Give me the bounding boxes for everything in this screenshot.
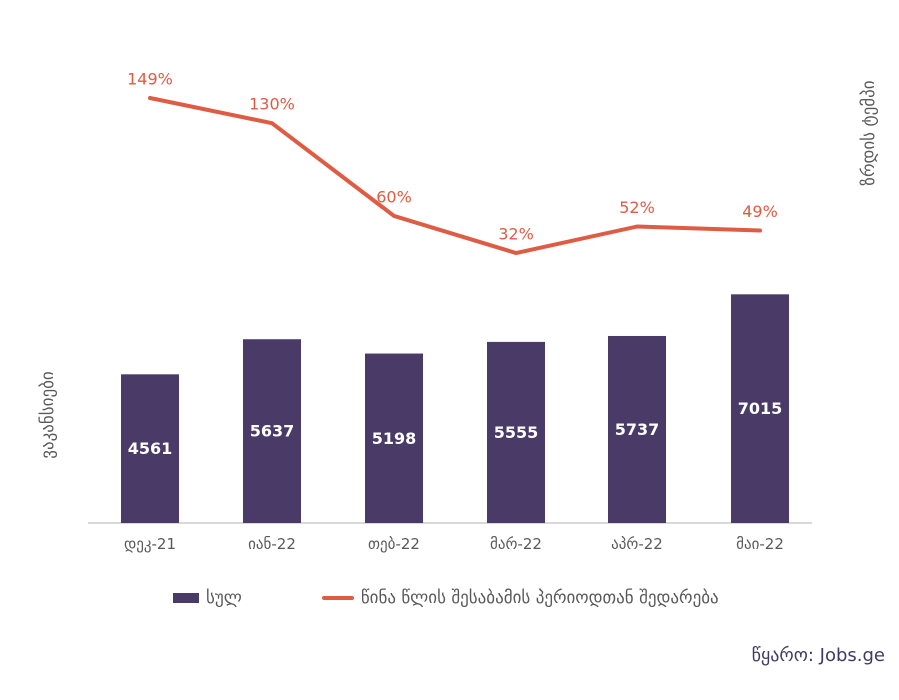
bar	[487, 341, 545, 523]
pct-label: 149%	[127, 70, 173, 89]
bar	[365, 353, 423, 523]
bar-value-label: 5555	[494, 423, 539, 442]
line-legend-swatch	[321, 596, 354, 600]
x-tick-label: მაი-22	[736, 535, 784, 553]
legend-item-growth: წინა წლის შესაბამის პერიოდთან შედარება	[321, 588, 719, 608]
legend: სულ წინა წლის შესაბამის პერიოდთან შედარე…	[173, 588, 719, 608]
bar	[608, 335, 666, 523]
bar-value-label: 4561	[128, 439, 173, 458]
legend-label-growth: წინა წლის შესაბამის პერიოდთან შედარება	[360, 588, 719, 608]
pct-label: 32%	[498, 225, 534, 244]
bar-value-label: 5737	[615, 420, 660, 439]
bar-legend-swatch	[173, 593, 199, 603]
pct-label: 60%	[376, 187, 412, 206]
bar-value-label: 7015	[738, 399, 783, 418]
growth-line	[148, 96, 762, 256]
x-tick-label: დეკ-21	[124, 535, 176, 553]
bar	[121, 374, 179, 523]
legend-item-total: სულ	[173, 588, 242, 608]
pct-label: 52%	[619, 198, 655, 217]
x-tick-label: თებ-22	[368, 535, 420, 553]
pct-label: 130%	[249, 95, 295, 114]
x-tick-label: იან-22	[248, 535, 296, 553]
pct-label: 49%	[742, 202, 778, 221]
source-caption: წყარო: Jobs.ge	[751, 645, 885, 666]
bar-value-label: 5198	[372, 429, 417, 448]
x-tick-label: აპრ-22	[611, 535, 663, 553]
legend-label-total: სულ	[206, 588, 242, 608]
x-tick-label: მარ-22	[490, 535, 542, 553]
bar-value-label: 5637	[250, 422, 295, 441]
bar	[243, 339, 301, 523]
bar	[731, 294, 789, 523]
